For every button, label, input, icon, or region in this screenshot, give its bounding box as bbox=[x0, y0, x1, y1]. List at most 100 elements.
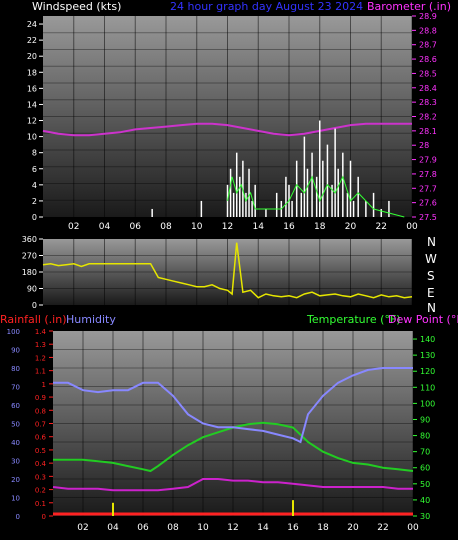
gust-series bbox=[227, 175, 405, 218]
rain-tick-label: 0.6 bbox=[35, 434, 47, 442]
rain-tick-label: 0.3 bbox=[35, 473, 46, 481]
barometer-tick-label: 28.1 bbox=[419, 127, 437, 136]
x-tick-label: 04 bbox=[107, 523, 119, 533]
direction-tick-label: 360 bbox=[22, 235, 37, 244]
wind-tick-label: 24 bbox=[27, 20, 37, 29]
barometer-tick-label: 28.4 bbox=[419, 84, 437, 93]
wind-series bbox=[151, 120, 390, 217]
temperature-tick-label: 70 bbox=[420, 448, 430, 457]
humidity-tick-label: 20 bbox=[11, 476, 20, 484]
temperature-tick-label: 110 bbox=[420, 383, 435, 392]
x-tick-label: 08 bbox=[160, 222, 172, 232]
barometer-line bbox=[42, 122, 412, 137]
wind-tick-label: 22 bbox=[27, 36, 37, 45]
humidity-tick-label: 30 bbox=[11, 458, 20, 466]
wind-panel-grid bbox=[43, 16, 413, 217]
humidity-label: Humidity bbox=[66, 313, 116, 326]
x-tick-label: 08 bbox=[167, 523, 179, 533]
humidity-tick-label: 70 bbox=[11, 384, 20, 392]
temperature-tick-label: 100 bbox=[420, 399, 435, 408]
wind-tick-label: 4 bbox=[32, 181, 37, 190]
x-tick-label: 22 bbox=[376, 222, 387, 232]
temperature-series bbox=[53, 421, 414, 473]
x-tick-label: 12 bbox=[222, 222, 233, 232]
graph-title: 24 hour graph day August 23 2024 bbox=[170, 0, 363, 13]
barometer-tick-label: 28.2 bbox=[419, 113, 437, 122]
rain-tick-label: 0.5 bbox=[35, 447, 46, 455]
wind-tick-label: 20 bbox=[27, 52, 37, 61]
rain-axis-ticks: 0 0.1 0.2 0.3 0.4 0.5 0.6 0.7 0.8 0.9 1 1.1 1.2 1.3 1.… bbox=[35, 328, 53, 521]
x-tick-label: 00 bbox=[407, 523, 419, 533]
temperature-tick-label: 30 bbox=[420, 512, 430, 521]
compass-w: W bbox=[425, 252, 437, 266]
x-tick-label: 14 bbox=[257, 523, 269, 533]
x-tick-label: 02 bbox=[77, 523, 88, 533]
x-tick-label: 20 bbox=[345, 222, 357, 232]
humidity-tick-label: 80 bbox=[11, 365, 20, 373]
dewpoint-series bbox=[52, 478, 413, 492]
direction-line bbox=[42, 242, 413, 299]
wind-tick-label: 6 bbox=[32, 165, 37, 174]
x-tick-label: 18 bbox=[314, 222, 326, 232]
barometer-tick-label: 27.5 bbox=[419, 213, 437, 222]
temperature-tick-label: 90 bbox=[420, 415, 430, 424]
humidity-tick-label: 60 bbox=[11, 402, 20, 410]
wind-tick-label: 8 bbox=[32, 149, 37, 158]
wind-tick-label: 10 bbox=[27, 133, 37, 142]
humidity-line bbox=[53, 367, 413, 444]
temperature-tick-label: 60 bbox=[420, 464, 430, 473]
barometer-tick-label: 28.5 bbox=[419, 69, 437, 78]
temp-panel-x-ticks: 02 04 06 08 10 12 14 16 18 20 22 00 bbox=[77, 523, 419, 533]
wind-tick-label: 14 bbox=[27, 100, 37, 109]
wind-tick-label: 12 bbox=[27, 117, 37, 126]
barometer-label: Barometer (.in) bbox=[367, 0, 451, 13]
x-tick-label: 14 bbox=[253, 222, 265, 232]
daily-rain-bars bbox=[112, 500, 294, 516]
x-tick-label: 16 bbox=[287, 523, 299, 533]
humidity-tick-label: 0 bbox=[16, 513, 20, 521]
barometer-tick-label: 28.6 bbox=[419, 55, 437, 64]
x-tick-label: 10 bbox=[191, 222, 203, 232]
barometer-tick-label: 28.9 bbox=[419, 12, 437, 21]
barometer-tick-label: 27.6 bbox=[419, 199, 437, 208]
dewpoint-label: Dew Point (°F) bbox=[388, 313, 458, 326]
rain-tick-label: 1.2 bbox=[35, 354, 46, 362]
rain-tick-label: 1.1 bbox=[35, 368, 46, 376]
barometer-tick-label: 27.7 bbox=[419, 184, 437, 193]
humidity-axis-ticks: 0 10 20 30 40 50 60 70 80 90 100 bbox=[7, 328, 20, 521]
humidity-tick-label: 100 bbox=[7, 328, 20, 336]
temperature-tick-label: 40 bbox=[420, 496, 430, 505]
compass-s: S bbox=[427, 269, 435, 283]
direction-tick-label: 270 bbox=[22, 252, 37, 261]
barometer-axis-ticks: 27.5 27.6 27.7 27.8 27.9 28 28.1 28.2 28.3 28.4 28… bbox=[412, 12, 437, 222]
direction-tick-label: 90 bbox=[27, 285, 37, 294]
rain-tick-label: 0.8 bbox=[35, 407, 46, 415]
wind-tick-label: 16 bbox=[27, 84, 37, 93]
barometer-series bbox=[42, 122, 412, 137]
rain-tick-label: 0.4 bbox=[35, 460, 47, 468]
temperature-line bbox=[53, 421, 414, 473]
x-tick-label: 22 bbox=[377, 523, 388, 533]
temperature-label: Temperature (°F) bbox=[306, 313, 401, 326]
barometer-tick-label: 27.9 bbox=[419, 156, 437, 165]
gust-line bbox=[227, 175, 405, 218]
x-tick-label: 00 bbox=[406, 222, 418, 232]
barometer-tick-label: 27.8 bbox=[419, 170, 437, 179]
direction-panel-grid bbox=[43, 239, 413, 305]
rain-tick-label: 1 bbox=[42, 381, 46, 389]
direction-tick-label: 0 bbox=[32, 301, 37, 310]
compass-e: E bbox=[427, 286, 435, 300]
x-tick-label: 18 bbox=[317, 523, 329, 533]
barometer-tick-label: 28.3 bbox=[419, 98, 437, 107]
wind-panel-x-ticks: 02 04 06 08 10 12 14 16 18 20 22 00 bbox=[68, 222, 418, 232]
temperature-tick-label: 50 bbox=[420, 480, 430, 489]
compass-n-top: N bbox=[427, 235, 436, 249]
x-tick-label: 06 bbox=[137, 523, 149, 533]
compass-n-bottom: N bbox=[427, 301, 436, 315]
direction-series bbox=[42, 242, 413, 299]
x-tick-label: 16 bbox=[283, 222, 295, 232]
wind-tick-label: 0 bbox=[32, 213, 37, 222]
direction-axis-ticks: 0 90 180 270 360 bbox=[22, 235, 43, 310]
